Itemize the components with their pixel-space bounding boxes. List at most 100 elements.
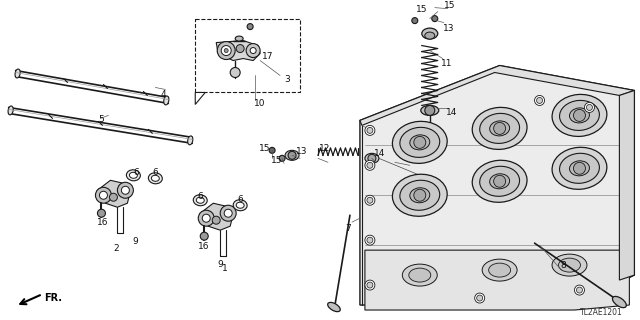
Text: 13: 13 <box>443 24 454 33</box>
Ellipse shape <box>8 106 13 115</box>
Ellipse shape <box>612 296 627 308</box>
Circle shape <box>97 209 106 217</box>
Circle shape <box>95 187 111 203</box>
Circle shape <box>432 16 438 22</box>
Text: 14: 14 <box>374 149 385 158</box>
Ellipse shape <box>490 174 509 189</box>
Polygon shape <box>620 91 634 280</box>
Ellipse shape <box>392 174 447 216</box>
Polygon shape <box>216 41 260 60</box>
Ellipse shape <box>420 105 439 116</box>
Polygon shape <box>365 250 629 310</box>
Circle shape <box>247 24 253 29</box>
Ellipse shape <box>400 127 440 157</box>
Text: 16: 16 <box>97 218 108 227</box>
Ellipse shape <box>552 94 607 136</box>
Text: 17: 17 <box>262 52 274 61</box>
Circle shape <box>202 214 210 222</box>
Circle shape <box>217 42 235 60</box>
Text: 12: 12 <box>319 144 331 153</box>
Circle shape <box>236 44 244 52</box>
Circle shape <box>365 195 375 205</box>
Ellipse shape <box>559 153 600 183</box>
Text: 3: 3 <box>284 75 290 84</box>
Ellipse shape <box>365 153 379 163</box>
Ellipse shape <box>489 263 511 277</box>
Circle shape <box>534 95 545 105</box>
Circle shape <box>475 293 484 303</box>
Ellipse shape <box>570 161 589 176</box>
Text: FR.: FR. <box>45 293 63 303</box>
Circle shape <box>221 45 231 56</box>
Circle shape <box>493 175 506 187</box>
Text: 2: 2 <box>114 244 119 253</box>
Circle shape <box>573 109 586 121</box>
Circle shape <box>365 235 375 245</box>
Ellipse shape <box>400 180 440 210</box>
Ellipse shape <box>129 172 138 178</box>
Text: 6: 6 <box>152 168 158 177</box>
Text: TL2AE1201: TL2AE1201 <box>579 308 622 316</box>
Circle shape <box>220 205 236 221</box>
Circle shape <box>224 209 232 217</box>
Ellipse shape <box>328 302 340 312</box>
Circle shape <box>425 105 435 116</box>
Ellipse shape <box>482 259 517 281</box>
Circle shape <box>536 98 543 103</box>
Ellipse shape <box>570 108 589 123</box>
Ellipse shape <box>552 254 587 276</box>
Circle shape <box>212 216 220 224</box>
Ellipse shape <box>490 121 509 136</box>
Text: 15: 15 <box>271 156 283 165</box>
Ellipse shape <box>233 200 247 211</box>
Circle shape <box>367 197 373 203</box>
Ellipse shape <box>403 264 437 286</box>
Ellipse shape <box>285 150 299 160</box>
Circle shape <box>412 18 418 24</box>
Circle shape <box>269 147 275 153</box>
Circle shape <box>367 282 373 288</box>
Text: 15: 15 <box>259 144 271 153</box>
Text: 1: 1 <box>222 264 228 273</box>
Ellipse shape <box>235 36 243 41</box>
Ellipse shape <box>410 135 429 150</box>
Ellipse shape <box>127 170 140 181</box>
Ellipse shape <box>472 108 527 149</box>
Ellipse shape <box>410 188 429 203</box>
Text: 13: 13 <box>296 147 308 156</box>
Circle shape <box>573 162 586 174</box>
Circle shape <box>365 125 375 135</box>
Ellipse shape <box>196 197 204 203</box>
Circle shape <box>246 44 260 58</box>
Ellipse shape <box>480 113 520 143</box>
Polygon shape <box>97 180 131 207</box>
Ellipse shape <box>148 173 163 184</box>
Ellipse shape <box>559 100 600 131</box>
Text: 4: 4 <box>161 90 166 99</box>
Polygon shape <box>360 66 634 305</box>
Ellipse shape <box>164 96 169 105</box>
Ellipse shape <box>480 166 520 196</box>
Text: 9: 9 <box>218 260 223 268</box>
Text: 8: 8 <box>561 260 566 270</box>
Circle shape <box>365 160 375 170</box>
Ellipse shape <box>472 160 527 202</box>
Circle shape <box>477 295 483 301</box>
Ellipse shape <box>236 202 244 208</box>
Circle shape <box>224 49 228 52</box>
Circle shape <box>367 127 373 133</box>
Circle shape <box>99 191 108 199</box>
Circle shape <box>365 280 375 290</box>
Text: 14: 14 <box>446 108 458 117</box>
Text: 6: 6 <box>237 195 243 204</box>
Circle shape <box>577 287 582 293</box>
Circle shape <box>367 237 373 243</box>
Circle shape <box>279 155 285 161</box>
Text: 6: 6 <box>134 168 140 177</box>
Polygon shape <box>195 19 300 92</box>
Polygon shape <box>360 66 634 125</box>
Ellipse shape <box>392 121 447 164</box>
Circle shape <box>288 151 296 159</box>
Circle shape <box>230 68 240 77</box>
Text: 15: 15 <box>416 5 428 14</box>
